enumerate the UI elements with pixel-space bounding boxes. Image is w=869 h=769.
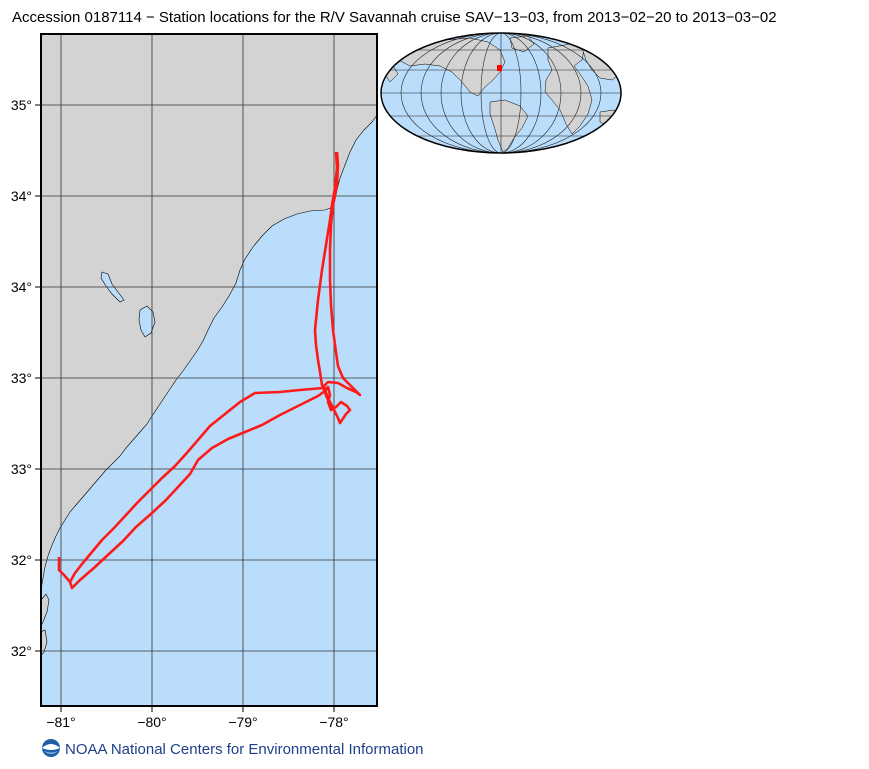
map-frame bbox=[40, 33, 378, 707]
y-axis-labels: 35° 34° 34° 33° 33° 32° 32° bbox=[11, 97, 32, 659]
tick-marks bbox=[35, 104, 335, 712]
inset-frame bbox=[380, 32, 622, 154]
noaa-credit-text: NOAA National Centers for Environmental … bbox=[65, 741, 424, 758]
x-axis-labels: −81° −80° −79° −78° bbox=[46, 714, 348, 730]
noaa-logo-icon bbox=[42, 739, 60, 757]
x-tick-label: −79° bbox=[228, 714, 257, 730]
y-tick-label: 33° bbox=[11, 370, 32, 386]
inset-south-america bbox=[489, 99, 529, 153]
graticule bbox=[41, 34, 377, 706]
y-tick-label: 32° bbox=[11, 643, 32, 659]
inset-study-area-marker bbox=[497, 65, 502, 71]
y-tick-label: 35° bbox=[11, 97, 32, 113]
y-tick-label: 33° bbox=[11, 461, 32, 477]
lake-marion bbox=[138, 305, 156, 338]
y-tick-label: 34° bbox=[11, 188, 32, 204]
inset-graticule bbox=[381, 33, 621, 153]
x-tick-label: −81° bbox=[46, 714, 75, 730]
footer: NOAA National Centers for Environmental … bbox=[42, 739, 424, 758]
y-tick-label: 34° bbox=[11, 279, 32, 295]
inset-world-map bbox=[380, 32, 622, 154]
main-map: −81° −80° −79° −78° 35° 34° 34° 33° 33° … bbox=[11, 33, 378, 730]
inset-europe-africa bbox=[544, 43, 593, 135]
inset-north-america bbox=[394, 37, 506, 97]
x-tick-label: −80° bbox=[137, 714, 166, 730]
x-tick-label: −78° bbox=[319, 714, 348, 730]
map-title: Accession 0187114 − Station locations fo… bbox=[12, 9, 777, 26]
inset-greenland bbox=[509, 35, 535, 53]
y-tick-label: 32° bbox=[11, 552, 32, 568]
coastal-islands bbox=[41, 593, 50, 657]
cruise-track bbox=[68, 151, 362, 590]
cruise-track-start bbox=[57, 557, 71, 583]
